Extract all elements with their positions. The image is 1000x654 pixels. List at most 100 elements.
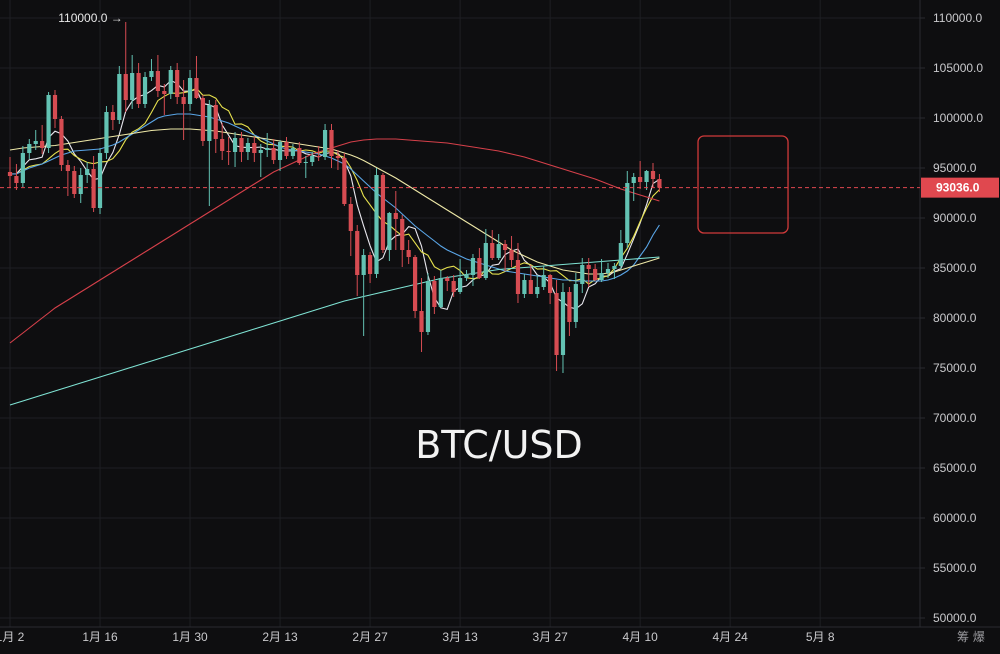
candle-body <box>220 139 225 151</box>
candle <box>432 276 437 314</box>
candle-body <box>535 287 540 294</box>
candle <box>52 90 58 128</box>
candle-body <box>52 95 58 119</box>
candle <box>541 266 546 290</box>
y-tick-label: 85000.0 <box>933 261 977 275</box>
candle <box>258 144 263 177</box>
x-tick-label: 2月 27 <box>352 630 388 644</box>
candle-body <box>605 269 611 273</box>
candle <box>599 259 604 282</box>
candle-body <box>175 70 180 97</box>
candle-body <box>458 278 463 292</box>
candle <box>425 273 431 335</box>
ma-line-ma200 <box>9 256 660 406</box>
current-price-tag <box>921 177 999 198</box>
x-tick-label: 4月 10 <box>622 630 658 644</box>
candle-body <box>14 176 19 183</box>
candle-body <box>265 148 270 150</box>
candle-body <box>432 281 437 307</box>
candle-body <box>162 91 167 94</box>
candle-body <box>20 153 25 183</box>
candle-body <box>155 71 160 91</box>
candle <box>477 248 482 279</box>
candle <box>232 132 238 167</box>
y-tick-label: 100000.0 <box>933 111 983 125</box>
x-tick-label: 1月 16 <box>82 630 118 644</box>
candle <box>560 283 566 373</box>
candle-body <box>560 292 566 355</box>
candle <box>123 22 128 112</box>
x-tick-label: 4月 24 <box>712 630 748 644</box>
candle-body <box>393 213 398 219</box>
candle <box>104 106 109 159</box>
candle <box>252 137 257 162</box>
candle-body <box>419 311 424 332</box>
candle <box>149 59 154 81</box>
candle <box>419 278 424 352</box>
candle-body <box>27 144 32 153</box>
candle <box>438 270 443 308</box>
candle-body <box>46 95 51 148</box>
candle-body <box>477 258 482 278</box>
candle-body <box>445 278 450 281</box>
candle-body <box>277 142 283 160</box>
candle-body <box>650 171 656 179</box>
candle-body <box>367 255 373 274</box>
candle-body <box>142 77 148 104</box>
candle-body <box>548 275 553 293</box>
candle <box>91 156 96 212</box>
x-tick-label: 1月 30 <box>172 630 208 644</box>
candle-body <box>631 177 636 183</box>
candle-body <box>136 73 141 104</box>
candle <box>400 215 405 267</box>
candle-body <box>245 143 251 152</box>
candle-body <box>207 105 212 141</box>
y-tick-label: 75000.0 <box>933 361 977 375</box>
candle <box>470 254 476 286</box>
candle <box>625 171 630 248</box>
candle-body <box>567 292 572 322</box>
brand-text: 筹 爆 <box>957 630 985 644</box>
y-tick-label: 65000.0 <box>933 461 977 475</box>
candle <box>181 80 186 140</box>
current-price-label: 93036.0 <box>936 181 980 195</box>
candle <box>14 164 19 190</box>
candle-body <box>232 138 238 152</box>
candle <box>573 273 578 328</box>
candle-body <box>554 293 559 355</box>
candle <box>85 162 90 183</box>
candle-body <box>97 153 103 208</box>
x-axis: 1月 2 1月 16 1月 30 2月 13 2月 27 3月 13 3月 27 4月 10 4… <box>0 630 835 644</box>
candle-body <box>91 169 96 208</box>
x-tick-label: 2月 13 <box>262 630 298 644</box>
overlays: 110000.0 → <box>0 11 920 234</box>
candle <box>490 230 495 260</box>
candle <box>40 125 45 154</box>
candle <box>580 258 585 293</box>
candle <box>548 274 553 304</box>
candle <box>20 146 25 187</box>
candle-body <box>322 130 328 157</box>
candle <box>200 95 205 146</box>
candle <box>117 66 122 124</box>
candle <box>175 63 180 104</box>
candle <box>554 280 559 371</box>
candle <box>374 168 379 278</box>
candle-body <box>355 231 360 275</box>
candle <box>380 173 386 253</box>
candle-body <box>593 269 598 280</box>
candle-body <box>117 74 122 120</box>
candle-body <box>361 255 366 275</box>
y-tick-label: 55000.0 <box>933 561 977 575</box>
candle <box>412 255 418 318</box>
candle-body <box>104 112 109 153</box>
candle <box>515 243 521 303</box>
candle-body <box>78 175 83 194</box>
candle-body <box>380 175 386 250</box>
candle <box>130 55 135 109</box>
candle <box>522 274 527 298</box>
candle <box>528 265 533 294</box>
candle-body <box>7 172 13 176</box>
